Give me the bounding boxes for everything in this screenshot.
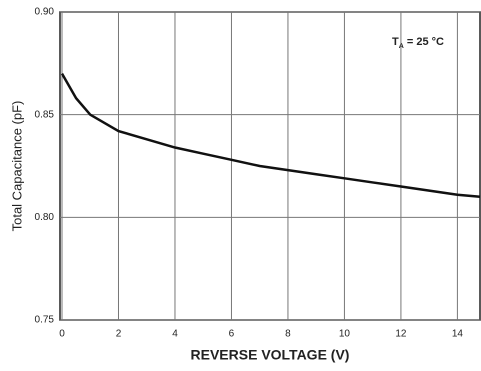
x-tick-label: 10 xyxy=(339,329,351,340)
data-line xyxy=(60,72,481,199)
y-tick-label: 0.75 xyxy=(35,315,55,326)
x-tick-label: 8 xyxy=(285,329,291,340)
x-tick-label: 2 xyxy=(116,329,122,340)
x-tick-label: 6 xyxy=(229,329,235,340)
x-tick-label: 14 xyxy=(452,329,464,340)
y-tick-label: 0.85 xyxy=(35,109,55,120)
y-axis-title: Total Capacitance (pF) xyxy=(9,101,24,232)
x-tick-label: 4 xyxy=(172,329,178,340)
annotation-rest: = 25 °C xyxy=(404,36,444,48)
x-axis-title: REVERSE VOLTAGE (V) xyxy=(191,347,350,363)
annotation-text: T xyxy=(392,36,399,48)
x-tick-label: 12 xyxy=(395,329,407,340)
plot-frame xyxy=(59,11,481,321)
y-tick-label: 0.80 xyxy=(35,212,55,223)
x-tick-label: 0 xyxy=(59,329,65,340)
annotation: TA = 25 °C xyxy=(392,36,444,50)
y-tick-label: 0.90 xyxy=(35,7,55,18)
